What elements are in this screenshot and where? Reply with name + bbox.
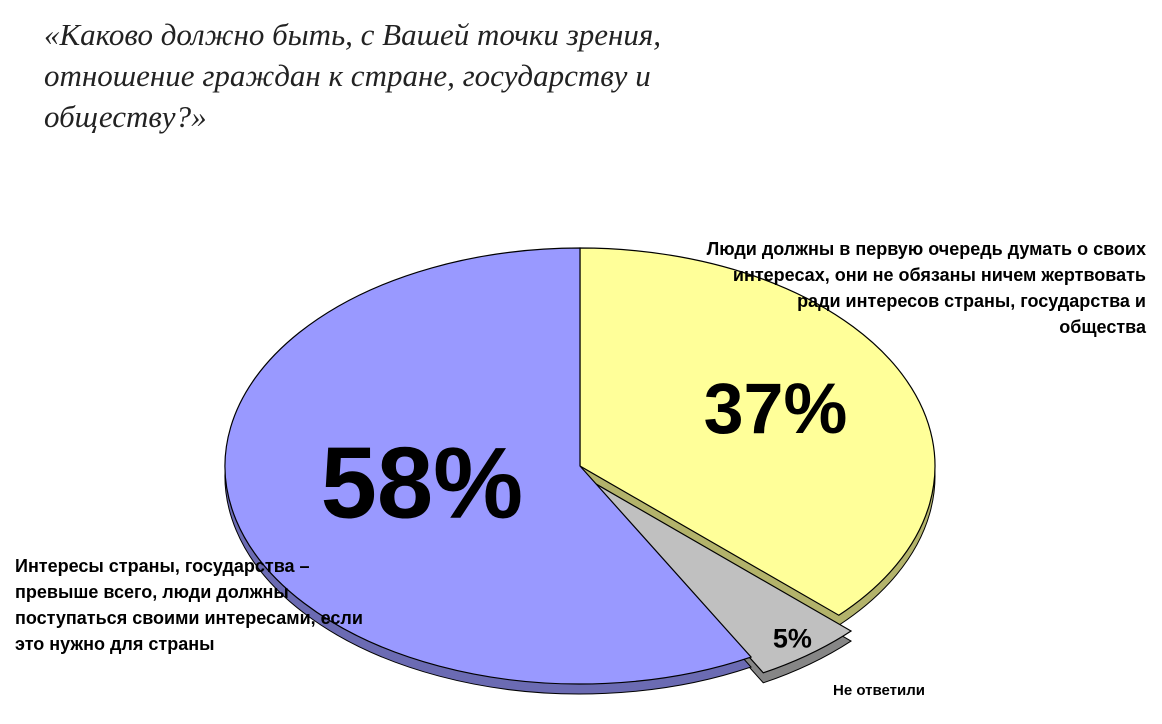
category-label: Интересы страны, государства – превыше в… [15, 556, 363, 654]
data-label: 37% [704, 369, 848, 449]
chart-title: «Каково должно быть, с Вашей точки зрени… [44, 17, 662, 134]
data-label: 58% [321, 427, 524, 540]
category-label: Люди должны в первую очередь думать о св… [706, 239, 1146, 337]
slice [224, 247, 753, 685]
category-label: Не ответили [833, 682, 925, 699]
data-label: 5% [773, 623, 812, 653]
slice [591, 481, 853, 674]
slice [579, 247, 936, 616]
